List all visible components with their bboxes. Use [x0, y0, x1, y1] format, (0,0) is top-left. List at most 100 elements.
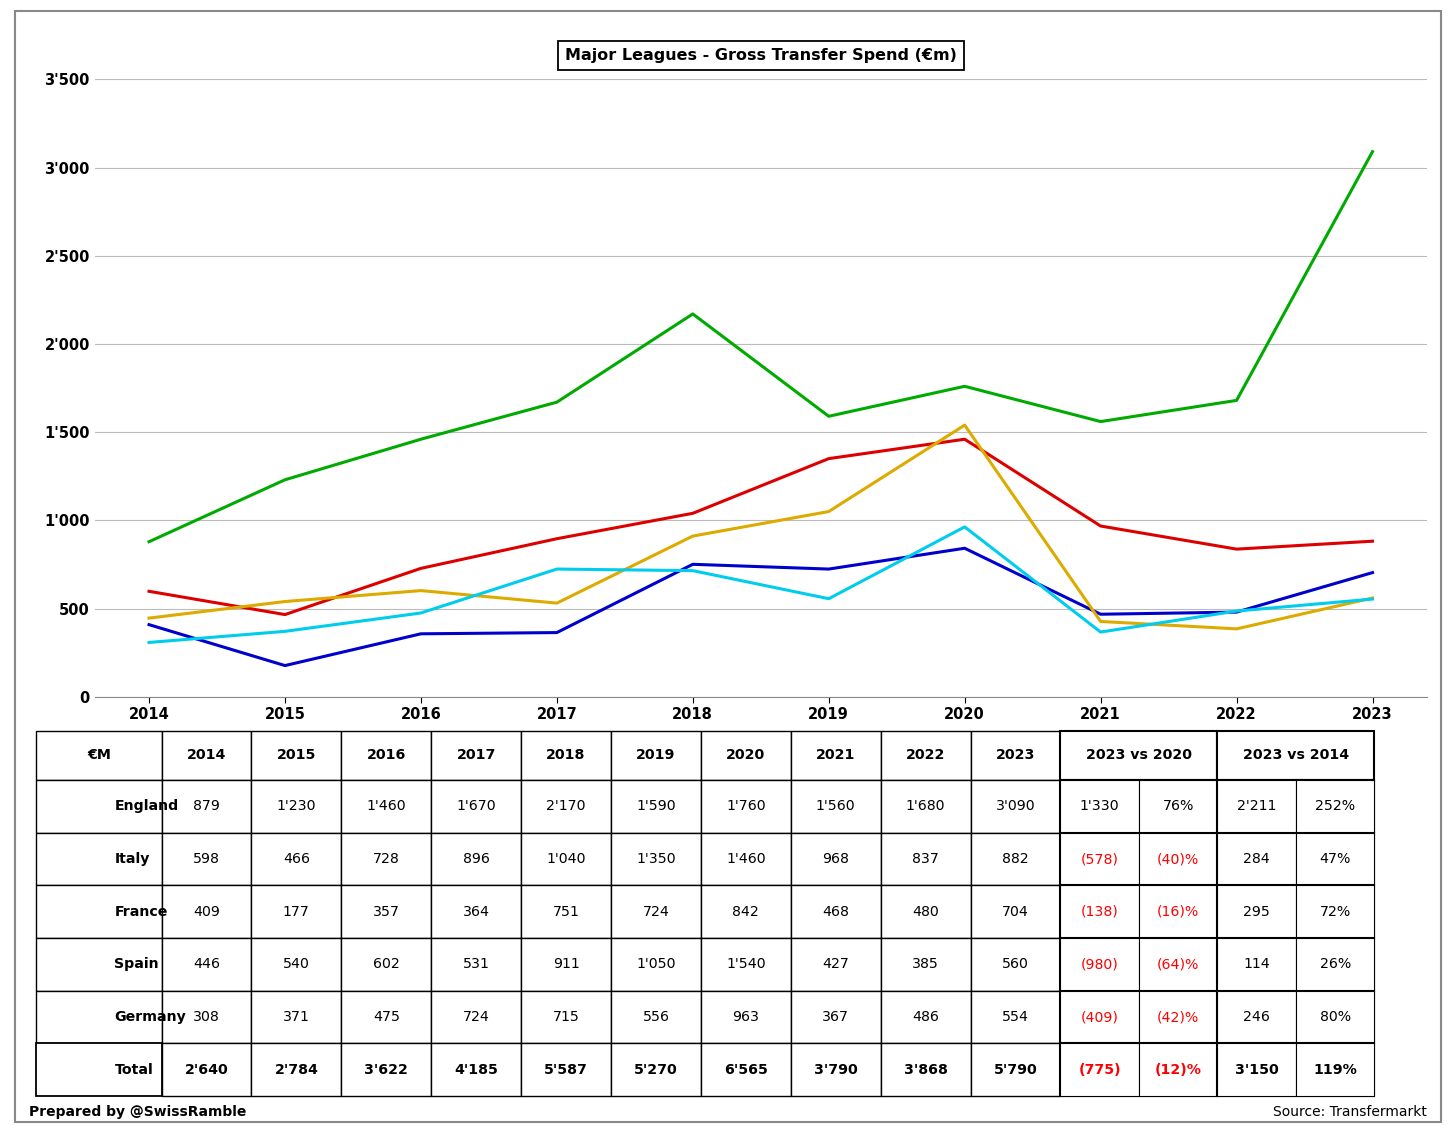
Text: 6'565: 6'565	[724, 1063, 767, 1076]
Bar	[1060, 1043, 1217, 1097]
Bar	[1060, 886, 1217, 938]
Text: France: France	[115, 905, 167, 919]
Text: (16)%: (16)%	[1158, 905, 1200, 919]
Text: 598: 598	[194, 852, 220, 866]
Bar	[971, 1043, 1060, 1097]
Text: (40)%: (40)%	[1158, 852, 1200, 866]
Bar	[521, 780, 612, 833]
Text: (42)%: (42)%	[1158, 1011, 1200, 1024]
Bar	[791, 990, 881, 1043]
Bar	[1139, 938, 1217, 990]
Bar	[971, 938, 1060, 990]
Text: 114: 114	[1243, 957, 1270, 971]
Text: 1'760: 1'760	[727, 800, 766, 813]
Bar	[1139, 886, 1217, 938]
Bar	[1060, 990, 1139, 1043]
Bar	[252, 886, 341, 938]
Text: 1'040: 1'040	[546, 852, 585, 866]
Bar	[612, 833, 700, 886]
Bar	[431, 990, 521, 1043]
Text: 842: 842	[732, 905, 759, 919]
Bar	[1217, 886, 1296, 938]
Text: 2'640: 2'640	[185, 1063, 229, 1076]
Text: 409: 409	[194, 905, 220, 919]
Text: 837: 837	[913, 852, 939, 866]
Text: 1'050: 1'050	[636, 957, 676, 971]
Text: 26%: 26%	[1319, 957, 1351, 971]
Bar	[1060, 780, 1217, 833]
Bar	[1296, 990, 1374, 1043]
Bar	[162, 731, 252, 780]
Text: 446: 446	[194, 957, 220, 971]
Bar	[521, 886, 612, 938]
Text: 556: 556	[642, 1011, 670, 1024]
Bar	[252, 780, 341, 833]
Bar	[881, 780, 971, 833]
Text: €M: €M	[87, 749, 111, 763]
Bar	[1217, 938, 1374, 990]
Bar	[1060, 731, 1217, 780]
Text: 427: 427	[823, 957, 849, 971]
Text: (138): (138)	[1080, 905, 1118, 919]
Text: 475: 475	[373, 1011, 400, 1024]
Text: (409): (409)	[1080, 1011, 1118, 1024]
Bar	[700, 731, 791, 780]
Text: 1'460: 1'460	[367, 800, 406, 813]
Bar	[341, 886, 431, 938]
Text: 2019: 2019	[636, 749, 676, 763]
Text: (980): (980)	[1080, 957, 1118, 971]
Text: 2023 vs 2014: 2023 vs 2014	[1243, 749, 1348, 763]
Bar	[1139, 833, 1217, 886]
Bar	[881, 990, 971, 1043]
Text: 119%: 119%	[1313, 1063, 1357, 1076]
Bar	[521, 731, 612, 780]
Bar	[971, 731, 1060, 780]
Text: 284: 284	[1243, 852, 1270, 866]
Text: 1'540: 1'540	[727, 957, 766, 971]
Bar	[700, 780, 791, 833]
Text: 486: 486	[913, 1011, 939, 1024]
Text: (775): (775)	[1079, 1063, 1121, 1076]
Text: Germany: Germany	[115, 1011, 186, 1024]
Bar	[1139, 990, 1217, 1043]
Bar	[162, 886, 252, 938]
Bar	[1217, 731, 1374, 780]
Bar	[1060, 938, 1217, 990]
Bar	[1217, 886, 1374, 938]
Text: (578): (578)	[1080, 852, 1118, 866]
Text: 246: 246	[1243, 1011, 1270, 1024]
Bar	[252, 731, 341, 780]
Bar	[791, 731, 881, 780]
Bar	[881, 886, 971, 938]
Text: 531: 531	[463, 957, 489, 971]
Bar	[881, 731, 971, 780]
Text: 2016: 2016	[367, 749, 406, 763]
Bar	[612, 731, 700, 780]
Text: 1'590: 1'590	[636, 800, 676, 813]
Text: 882: 882	[1002, 852, 1029, 866]
Bar	[612, 990, 700, 1043]
Bar	[521, 938, 612, 990]
Text: 2021: 2021	[815, 749, 856, 763]
Bar	[971, 833, 1060, 886]
Text: 968: 968	[823, 852, 849, 866]
Text: 751: 751	[553, 905, 579, 919]
Text: 5'587: 5'587	[545, 1063, 588, 1076]
Bar	[612, 780, 700, 833]
Bar	[431, 938, 521, 990]
Text: 252%: 252%	[1315, 800, 1356, 813]
Text: 2018: 2018	[546, 749, 585, 763]
Text: 3'868: 3'868	[904, 1063, 948, 1076]
Bar	[36, 938, 162, 990]
Bar	[36, 833, 162, 886]
Bar	[341, 1043, 431, 1097]
Bar	[881, 1043, 971, 1097]
Title: Major Leagues - Gross Transfer Spend (€m): Major Leagues - Gross Transfer Spend (€m…	[565, 48, 957, 62]
Bar	[612, 1043, 700, 1097]
Bar	[700, 1043, 791, 1097]
Text: 963: 963	[732, 1011, 760, 1024]
Bar	[1060, 938, 1139, 990]
Bar	[162, 938, 252, 990]
Bar	[431, 833, 521, 886]
Bar	[1060, 833, 1217, 886]
